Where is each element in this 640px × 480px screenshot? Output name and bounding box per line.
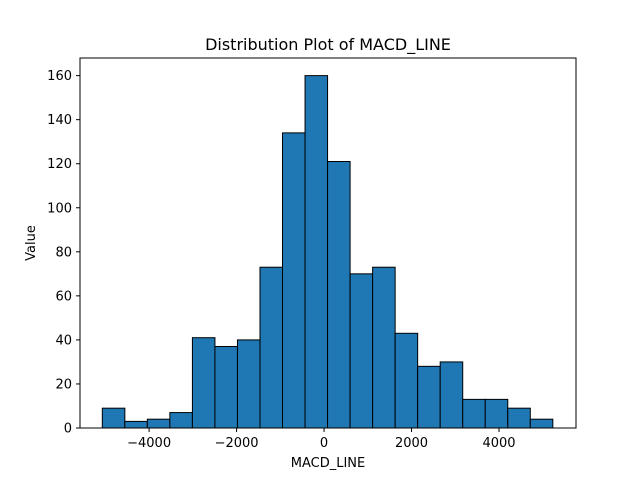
histogram-bar — [169, 412, 193, 429]
histogram-bar — [372, 266, 396, 429]
x-tick-label: −2000 — [215, 436, 259, 451]
histogram-bar — [259, 266, 284, 429]
histogram-bar — [327, 161, 351, 429]
histogram-bar — [124, 420, 148, 429]
histogram-bar — [507, 407, 531, 429]
histogram-bar — [236, 339, 261, 429]
x-axis-ticks: −4000 −2000 0 2000 4000 — [127, 428, 516, 451]
histogram-bar — [439, 361, 464, 429]
bars-group — [101, 75, 554, 429]
y-axis-ticks: 0 20 40 60 80 100 120 140 160 — [47, 69, 80, 437]
histogram-bar — [282, 132, 306, 429]
histogram-bar — [529, 418, 554, 429]
y-tick-label: 40 — [55, 333, 72, 348]
y-tick-label: 140 — [47, 113, 72, 128]
histogram-bar — [146, 418, 171, 429]
histogram-bar — [462, 398, 486, 429]
y-tick-label: 60 — [55, 289, 72, 304]
y-axis-label: Value — [24, 225, 39, 261]
y-tick-label: 120 — [47, 157, 72, 172]
x-tick-label: −4000 — [127, 436, 171, 451]
chart-title: Distribution Plot of MACD_LINE — [205, 35, 451, 55]
plot-area-frame — [79, 57, 577, 429]
x-axis-label: MACD_LINE — [291, 456, 365, 471]
histogram-bar — [304, 75, 329, 429]
y-tick-label: 160 — [47, 69, 72, 84]
histogram-bar — [191, 337, 216, 429]
x-tick-label: 0 — [320, 436, 328, 451]
y-tick-label: 20 — [55, 377, 72, 392]
y-tick-label: 100 — [47, 201, 72, 216]
histogram-bar — [101, 407, 126, 429]
x-tick-label: 4000 — [482, 436, 515, 451]
y-tick-label: 0 — [64, 422, 72, 437]
histogram-bar — [214, 346, 238, 429]
histogram-bar — [484, 398, 509, 429]
y-tick-label: 80 — [55, 245, 72, 260]
x-tick-label: 2000 — [395, 436, 428, 451]
histogram-bar — [394, 332, 419, 429]
histogram-bar — [349, 273, 374, 429]
histogram-bar — [417, 365, 441, 429]
